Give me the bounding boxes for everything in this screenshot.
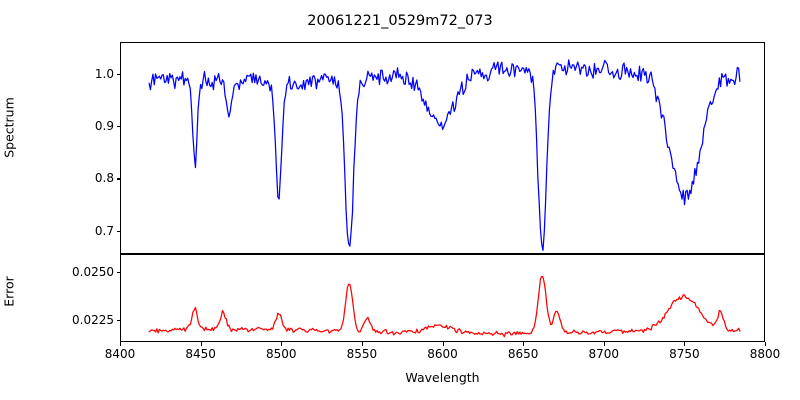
error-y-axis-label: Error <box>1 276 17 307</box>
y-tick-label: 0.8 <box>94 171 114 186</box>
y-tick-label: 0.9 <box>94 119 114 134</box>
error-plot-area <box>120 254 765 342</box>
x-axis-label: Wavelength <box>405 370 480 385</box>
error-line-series <box>121 255 764 341</box>
y-tick-label: 1.0 <box>94 67 114 82</box>
chart-title: 20061221_0529m72_073 <box>307 13 493 29</box>
x-tick-mark <box>684 342 686 346</box>
x-tick-mark <box>281 342 283 346</box>
x-tick-mark <box>442 342 444 346</box>
x-tick-label: 8650 <box>507 347 539 361</box>
x-tick-label: 8450 <box>185 347 216 361</box>
x-tick-mark <box>361 342 363 346</box>
y-tick-label: 0.7 <box>94 223 114 238</box>
x-tick-label: 8750 <box>669 347 700 361</box>
y-tick-label: 0.0225 <box>72 313 114 327</box>
y-tick-label: 0.0250 <box>72 265 114 280</box>
x-tick-label: 8550 <box>346 347 378 361</box>
x-tick-label: 8500 <box>265 347 297 361</box>
x-tick-mark <box>523 342 525 346</box>
x-tick-mark <box>765 342 767 346</box>
x-tick-mark <box>603 342 605 346</box>
spectrum-y-axis-label: Spectrum <box>1 97 17 158</box>
x-tick-label: 8700 <box>588 347 620 361</box>
x-tick-label: 8600 <box>427 347 458 361</box>
x-tick-label: 8400 <box>104 347 136 361</box>
spectrum-plot-area <box>120 42 765 254</box>
x-tick-label: 8800 <box>749 347 781 361</box>
x-tick-mark <box>120 342 122 346</box>
spectrum-line-series <box>121 43 764 253</box>
x-tick-mark <box>200 342 202 346</box>
